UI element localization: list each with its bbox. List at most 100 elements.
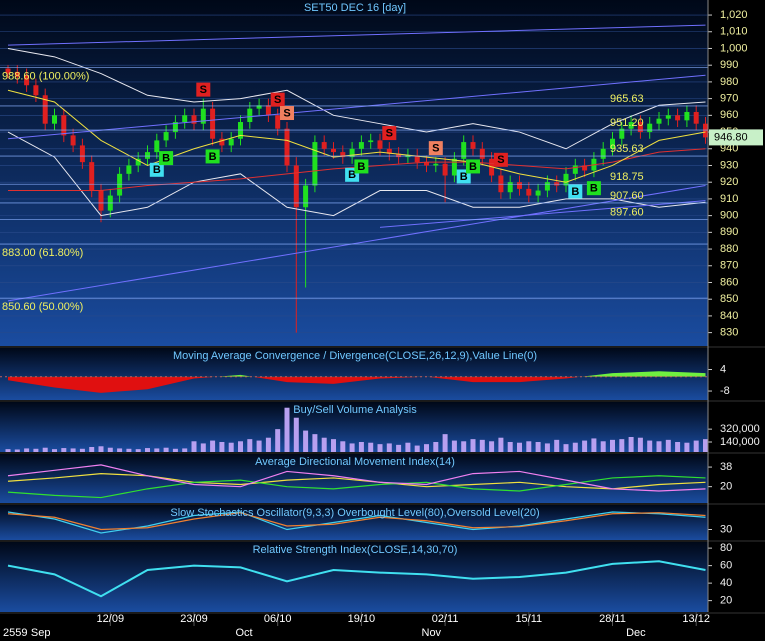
volume-bar [154,448,160,452]
y-tick-label: 320,000 [720,423,760,435]
y-tick-label: 1,010 [720,26,748,38]
candle-body [377,140,383,149]
signal-label: B [162,152,170,164]
volume-bar [200,443,206,452]
volume-bar [498,437,504,452]
candle-body [33,85,39,96]
month-label: 2559 [3,627,27,639]
y-tick-label: 30 [720,523,732,535]
candle-body [321,142,327,149]
signal-marker [466,159,480,174]
volume-bar [358,442,364,452]
y-tick-label: 840 [720,310,738,322]
signal-marker [568,184,583,199]
candle-body [461,142,467,159]
candle-body [544,182,550,191]
x-tick-label: 13/12 [682,613,710,625]
y-tick-label: 870 [720,260,738,272]
volume-bar [424,444,429,452]
candle-body [358,142,364,149]
signal-marker [270,92,285,107]
volume-bar [517,442,522,452]
candle-body [331,148,336,153]
volume-bar [563,444,569,452]
panel-title: SET50 DEC 16 [day] [304,2,406,14]
candle-body [154,140,160,153]
candle-body [396,153,402,158]
volume-bar [275,429,281,452]
volume-bar [591,438,597,452]
last-price-label: 946.80 [714,131,748,143]
volume-bar [126,448,132,452]
candle-body [24,75,30,86]
candle-body [349,148,355,158]
y-tick-label: 830 [720,327,738,339]
volume-bar [172,448,178,452]
histogram-area-positive [217,371,706,377]
candle-body [98,190,104,211]
indicator-line [7,475,706,499]
signal-marker [586,181,601,196]
x-tick-label: 19/10 [348,613,376,625]
candle-body [600,148,606,159]
volume-bar [535,442,541,452]
candle-body [163,132,169,141]
y-tick-label: 1,000 [720,42,748,54]
candle-body [265,105,271,116]
volume-bar [470,439,476,452]
y-tick-label: 990 [720,59,738,71]
signal-label: B [153,164,161,176]
volume-bar [163,447,169,452]
candle-body [61,115,67,136]
candle-body [52,115,57,124]
y-tick-label: 930 [720,159,738,171]
panel-title: Moving Average Convergence / Divergence(… [173,350,537,362]
signal-label: S [386,127,393,139]
signal-marker [354,159,369,174]
indicator-line [7,512,706,531]
volume-bar [24,448,30,452]
signal-marker [149,162,164,177]
volume-bar [489,441,495,452]
month-label: Sep [31,627,51,639]
candle-body [424,162,429,166]
candle-body [42,95,48,124]
x-axis-background [0,612,765,641]
volume-bar [451,440,457,452]
signal-label: B [469,161,477,173]
signal-label: B [357,161,365,173]
signal-label: S [200,84,207,96]
volume-bar [442,434,448,452]
candle-body [247,108,253,123]
volume-bar [312,434,318,452]
volume-bar [693,440,699,452]
candle-body [89,162,95,191]
volume-bar [70,448,76,452]
signal-marker [196,82,211,97]
signal-marker [428,141,443,156]
y-tick-label: 920 [720,176,738,188]
month-label: Dec [626,627,646,639]
candle-body [275,115,281,129]
signal-label: S [283,107,290,119]
candle-body [647,123,653,133]
candle-body [582,165,588,171]
volume-bar [135,449,141,452]
volume-bar [526,441,532,452]
signal-label: B [571,186,579,198]
y-tick-label: 850 [720,293,738,305]
volume-bar [414,445,420,452]
candle-body [554,182,560,186]
signal-marker [382,126,397,141]
retracement-label: 850.60 (50.00%) [2,301,83,313]
candle-body [572,165,578,174]
candle-body [368,140,374,143]
indicator-line [7,47,706,150]
indicator-line [7,472,706,490]
volume-bar [619,439,625,452]
trend-line [7,24,706,46]
x-tick-label: 15/11 [515,613,542,625]
signal-marker [205,149,220,164]
signal-label: S [274,94,281,106]
candle-body [470,142,476,149]
